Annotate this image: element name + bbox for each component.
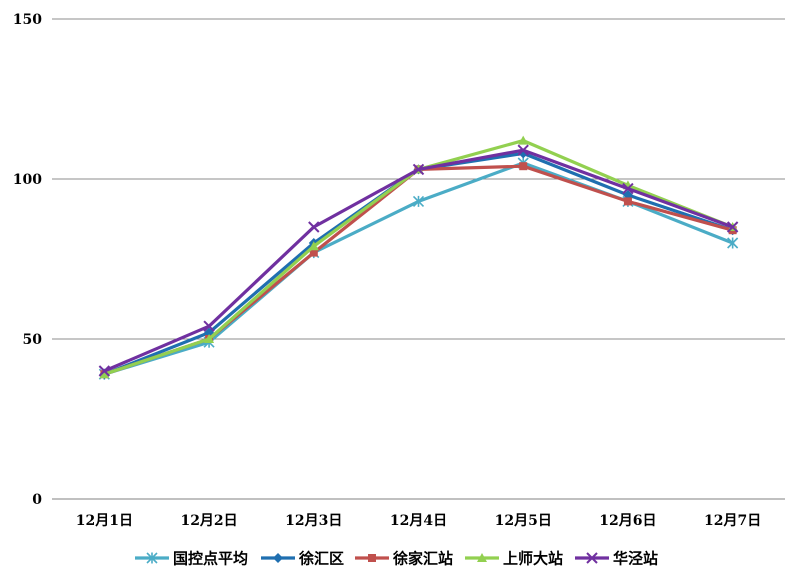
series-5 (98, 144, 739, 377)
x-marker-stroke (98, 365, 111, 377)
x-tick-label: 12月3日 (285, 513, 342, 529)
legend-label: 徐汇区 (298, 550, 344, 568)
star-marker (412, 195, 425, 207)
x-marker (98, 365, 111, 377)
x-tick-label: 12月4日 (390, 513, 447, 529)
triangle-marker (204, 334, 215, 343)
x-marker-stroke (517, 144, 529, 156)
series-group (98, 135, 739, 380)
star-marker (146, 552, 158, 564)
triangle-marker (308, 241, 319, 251)
series-4 (99, 135, 738, 379)
x-marker-stroke (412, 163, 425, 176)
y-tick-label: 50 (23, 332, 43, 348)
x-marker-stroke (586, 552, 598, 564)
x-marker (726, 221, 739, 233)
x-axis: 12月1日 12月2日 12月3日 12月4日 12月5日 12月6日 12月7日 (76, 513, 762, 529)
legend-label: 国控点平均 (173, 550, 248, 568)
x-marker (517, 144, 529, 156)
x-tick-label: 12月5日 (495, 513, 552, 529)
x-tick-label: 12月7日 (704, 513, 761, 529)
square-marker (519, 162, 528, 171)
legend-item: 徐家汇站 (355, 550, 453, 568)
x-marker (203, 320, 215, 332)
legend-item: 国控点平均 (135, 550, 248, 568)
triangle-marker (518, 135, 529, 145)
legend-label: 上师大站 (503, 550, 563, 568)
x-marker-stroke (203, 320, 215, 332)
x-marker (622, 182, 634, 195)
x-marker-stroke (308, 221, 320, 233)
legend-label: 徐家汇站 (392, 550, 453, 568)
triangle-marker (477, 553, 487, 562)
legend-item: 华泾站 (575, 550, 658, 568)
x-marker-stroke (726, 221, 739, 233)
x-tick-label: 12月6日 (599, 513, 656, 529)
gridlines (52, 18, 785, 500)
diamond-marker (273, 553, 283, 563)
x-marker (412, 163, 425, 176)
x-tick-label: 12月1日 (76, 513, 133, 529)
x-marker-stroke (622, 182, 634, 195)
square-marker (623, 197, 632, 206)
x-marker (586, 552, 598, 564)
square-marker (309, 248, 318, 257)
y-tick-label: 0 (32, 492, 42, 508)
legend-item: 徐汇区 (261, 550, 344, 568)
x-tick-label: 12月2日 (180, 513, 237, 529)
star-marker (727, 237, 739, 249)
square-marker (368, 554, 376, 562)
legend-item: 上师大站 (465, 550, 563, 568)
triangle-marker (99, 369, 110, 379)
y-axis: 0 50 100 150 (13, 12, 42, 508)
y-tick-label: 100 (13, 172, 42, 188)
legend-label: 华泾站 (613, 550, 658, 568)
legend: 国控点平均 徐汇区 徐家汇站 上师大站 华泾站 (135, 550, 658, 568)
y-tick-label: 150 (13, 12, 42, 28)
x-marker (308, 221, 320, 233)
